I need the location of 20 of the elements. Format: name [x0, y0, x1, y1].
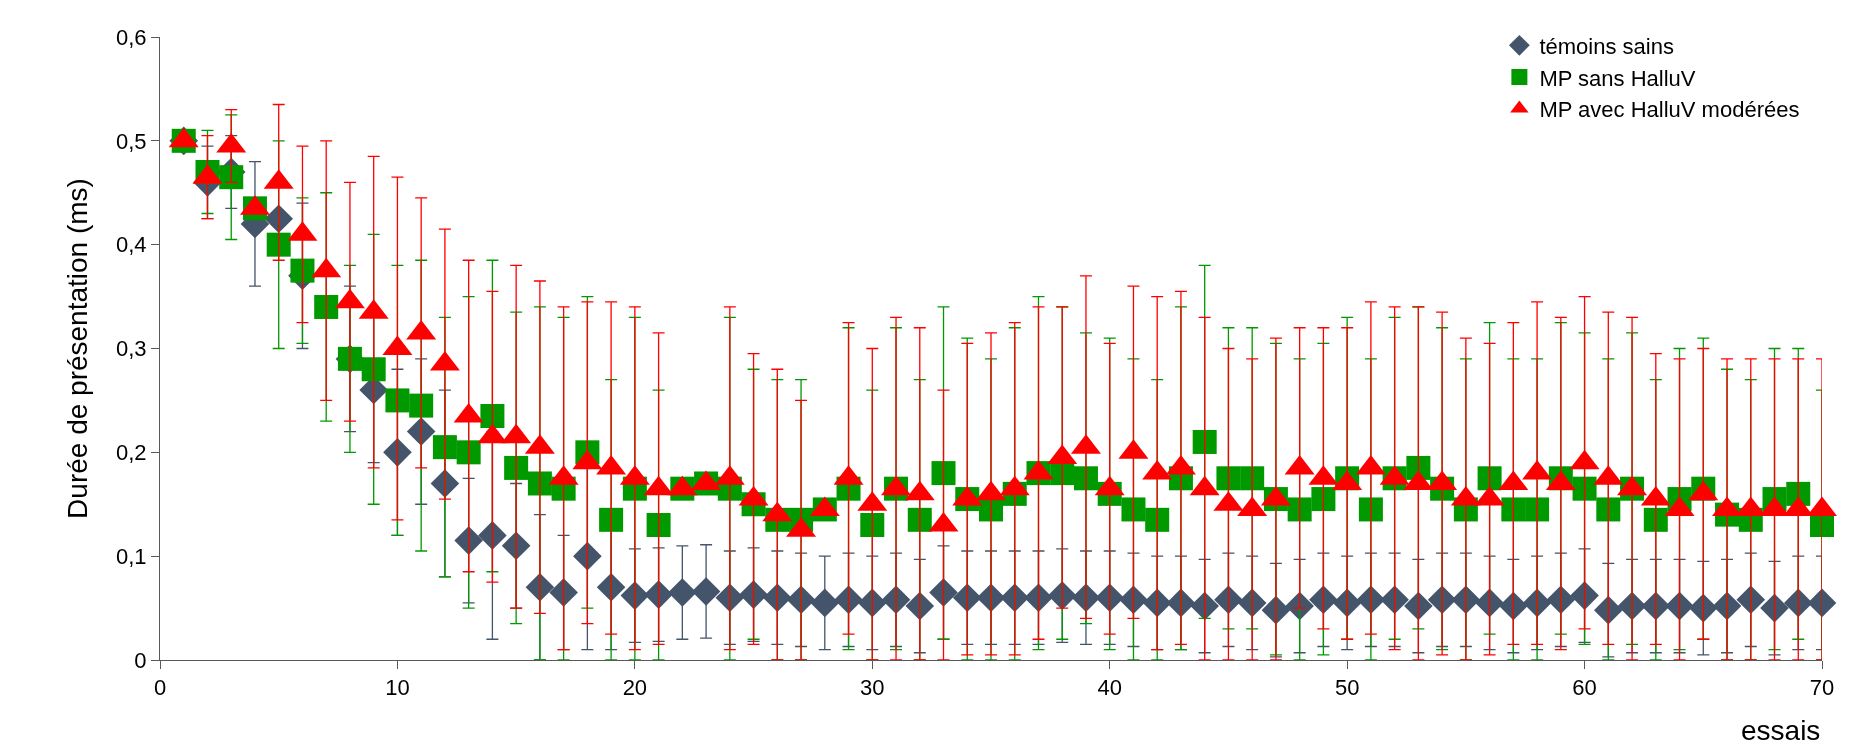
- legend-label: MP avec HalluV modérées: [1539, 97, 1800, 123]
- y-axis-title: Durée de présentation (ms): [61, 178, 93, 519]
- y-tick-label: 0,4: [116, 232, 147, 258]
- y-tick-label: 0,5: [116, 128, 147, 154]
- x-tick-label: 50: [1334, 675, 1360, 701]
- y-tick-label: 0,3: [116, 336, 147, 362]
- x-tick-label: 20: [622, 675, 648, 701]
- x-tick-label: 10: [385, 675, 410, 701]
- x-tick-label: 60: [1572, 675, 1597, 701]
- y-tick-label: 0,6: [116, 24, 147, 50]
- y-tick-label: 0: [134, 647, 147, 673]
- x-tick-label: 40: [1097, 675, 1122, 701]
- x-tick-label: 0: [153, 675, 167, 701]
- legend-label: témoins sains: [1539, 33, 1674, 59]
- y-tick-label: 0,2: [116, 440, 147, 466]
- legend-label: MP sans HalluV: [1539, 65, 1696, 91]
- x-tick-label: 30: [860, 675, 885, 701]
- x-tick-label: 70: [1809, 675, 1835, 701]
- x-axis-title: essais: [1741, 715, 1821, 746]
- y-tick-label: 0,1: [116, 543, 147, 569]
